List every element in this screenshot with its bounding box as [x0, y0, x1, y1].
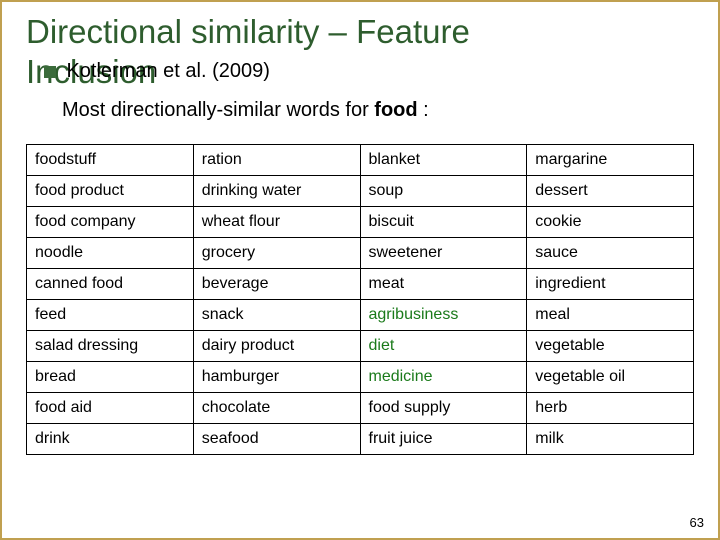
table-row: salad dressingdairy productdietvegetable [27, 331, 694, 362]
citation-row: Kotlerman et al. (2009) [44, 60, 694, 83]
table-cell: food product [27, 176, 194, 207]
table-cell: hamburger [193, 362, 360, 393]
table-body: foodstuffrationblanketmargarinefood prod… [27, 145, 694, 455]
table-cell: vegetable oil [527, 362, 694, 393]
table-cell: meat [360, 269, 527, 300]
title-line-1: Directional similarity – Feature [26, 13, 470, 50]
table-cell: medicine [360, 362, 527, 393]
table-cell: dessert [527, 176, 694, 207]
table-cell: canned food [27, 269, 194, 300]
table-cell: noodle [27, 238, 194, 269]
table-row: feedsnackagribusinessmeal [27, 300, 694, 331]
table-cell: vegetable [527, 331, 694, 362]
similarity-table-wrap: foodstuffrationblanketmargarinefood prod… [26, 144, 694, 455]
bullet-icon [44, 66, 56, 78]
table-row: canned foodbeveragemeatingredient [27, 269, 694, 300]
table-cell: meal [527, 300, 694, 331]
subtitle: Most directionally-similar words for foo… [62, 99, 694, 122]
page-number: 63 [690, 515, 704, 530]
table-row: breadhamburgermedicinevegetable oil [27, 362, 694, 393]
table-row: food companywheat flourbiscuitcookie [27, 207, 694, 238]
table-cell: milk [527, 424, 694, 455]
citation-text: Kotlerman et al. (2009) [66, 60, 269, 83]
table-cell: ingredient [527, 269, 694, 300]
table-cell: bread [27, 362, 194, 393]
table-cell: biscuit [360, 207, 527, 238]
table-cell: foodstuff [27, 145, 194, 176]
table-cell: wheat flour [193, 207, 360, 238]
similarity-table: foodstuffrationblanketmargarinefood prod… [26, 144, 694, 455]
table-cell: dairy product [193, 331, 360, 362]
table-cell: seafood [193, 424, 360, 455]
table-cell: blanket [360, 145, 527, 176]
table-cell: chocolate [193, 393, 360, 424]
table-cell: sauce [527, 238, 694, 269]
subtitle-prefix: Most directionally-similar words for [62, 99, 374, 121]
table-cell: feed [27, 300, 194, 331]
table-cell: cookie [527, 207, 694, 238]
table-row: drinkseafoodfruit juicemilk [27, 424, 694, 455]
table-cell: grocery [193, 238, 360, 269]
table-row: noodlegrocerysweetenersauce [27, 238, 694, 269]
table-cell: soup [360, 176, 527, 207]
table-cell: fruit juice [360, 424, 527, 455]
subtitle-keyword: food [374, 99, 417, 121]
table-cell: salad dressing [27, 331, 194, 362]
table-cell: diet [360, 331, 527, 362]
table-cell: agribusiness [360, 300, 527, 331]
subtitle-suffix: : [418, 99, 429, 121]
table-row: food productdrinking watersoupdessert [27, 176, 694, 207]
table-cell: drinking water [193, 176, 360, 207]
slide: Directional similarity – Feature Inclusi… [0, 0, 720, 540]
table-cell: food company [27, 207, 194, 238]
table-cell: ration [193, 145, 360, 176]
table-row: food aidchocolatefood supplyherb [27, 393, 694, 424]
table-cell: food supply [360, 393, 527, 424]
table-cell: margarine [527, 145, 694, 176]
table-row: foodstuffrationblanketmargarine [27, 145, 694, 176]
table-cell: herb [527, 393, 694, 424]
table-cell: food aid [27, 393, 194, 424]
table-cell: sweetener [360, 238, 527, 269]
table-cell: beverage [193, 269, 360, 300]
table-cell: drink [27, 424, 194, 455]
table-cell: snack [193, 300, 360, 331]
